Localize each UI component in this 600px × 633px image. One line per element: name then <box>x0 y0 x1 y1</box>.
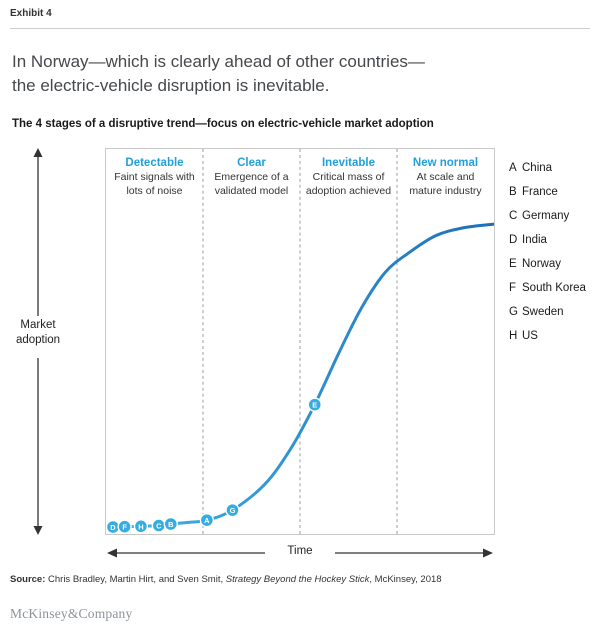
stage-name: Clear <box>237 157 266 169</box>
curve-point-c-germany: C <box>151 518 166 533</box>
stage-name: Inevitable <box>321 157 376 169</box>
svg-text:E: E <box>312 401 317 410</box>
stage-labels: Detectable Faint signals with lots of no… <box>106 156 494 198</box>
x-axis: Time <box>105 543 495 563</box>
mckinsey-logo: McKinsey&Company <box>10 606 133 621</box>
country-legend: A China B France C Germany D India E Norway F… <box>509 156 586 348</box>
x-axis-label: Time <box>287 545 313 557</box>
adoption-s-curve <box>111 222 494 529</box>
y-axis-arrow-up-icon <box>33 148 43 316</box>
legend-item-south-korea: F South Korea <box>509 282 586 294</box>
stage-description: At scale and mature industry <box>409 171 482 197</box>
country-markers: D F H C B A G E <box>106 397 322 534</box>
legend-item-china: A China <box>509 162 553 174</box>
curve-point-e-norway: E <box>307 397 322 412</box>
s-curve-chart: D F H C B A G E <box>106 149 494 534</box>
exhibit-number: Exhibit 4 <box>10 8 52 19</box>
source-book-title: Strategy Beyond the Hockey Stick <box>225 574 370 585</box>
source-authors: Chris Bradley, Martin Hirt, and Sven Smi… <box>45 574 226 585</box>
curve-point-h-us: H <box>133 519 149 534</box>
svg-text:G: G <box>230 506 236 515</box>
curve-point-a-china: A <box>199 512 215 528</box>
stage-clear: Clear Emergence of a validated model <box>203 156 300 198</box>
header-divider <box>10 28 590 29</box>
stage-description: Faint signals with lots of noise <box>114 171 195 197</box>
svg-text:H: H <box>138 522 143 531</box>
curve-point-f-south-korea: F <box>117 519 132 534</box>
y-axis-arrow-down-icon <box>33 358 43 535</box>
stage-inevitable: Inevitable Critical mass of adoption ach… <box>300 156 397 198</box>
legend-item-india: D India <box>509 234 547 246</box>
source-suffix: , McKinsey, 2018 <box>369 574 442 585</box>
stage-new-normal: New normal At scale and mature industry <box>397 156 494 198</box>
y-axis-label: Market adoption <box>15 319 61 346</box>
legend-item-sweden: G Sweden <box>509 306 564 318</box>
stage-name: New normal <box>412 157 479 169</box>
x-axis-arrows-icon <box>107 548 493 558</box>
svg-text:F: F <box>122 523 127 532</box>
legend-item-norway: E Norway <box>509 258 561 270</box>
source-label: Source: <box>10 574 46 585</box>
chart-subtitle: The 4 stages of a disruptive trend—focus… <box>12 118 434 130</box>
legend-item-germany: C Germany <box>509 210 570 222</box>
stage-description: Critical mass of adoption achieved <box>305 171 392 197</box>
curve-point-g-sweden: G <box>225 502 240 518</box>
stage-name: Detectable <box>125 157 184 169</box>
svg-text:A: A <box>204 516 210 525</box>
y-axis: Market adoption <box>6 148 70 535</box>
page-title: In Norway—which is clearly ahead of othe… <box>12 50 572 98</box>
stage-detectable: Detectable Faint signals with lots of no… <box>106 156 203 198</box>
title-line2: the electric-vehicle disruption is inevi… <box>12 76 330 95</box>
title-line1: In Norway—which is clearly ahead of othe… <box>12 52 425 71</box>
svg-text:C: C <box>156 522 162 531</box>
curve-point-b-france: B <box>163 516 178 532</box>
legend-item-france: B France <box>509 186 558 198</box>
legend-item-us: H US <box>509 330 538 342</box>
svg-text:B: B <box>168 520 174 529</box>
source-note: Source: Chris Bradley, Martin Hirt, and … <box>10 574 590 585</box>
svg-text:D: D <box>110 523 116 532</box>
stage-description: Emergence of a validated model <box>214 171 289 197</box>
